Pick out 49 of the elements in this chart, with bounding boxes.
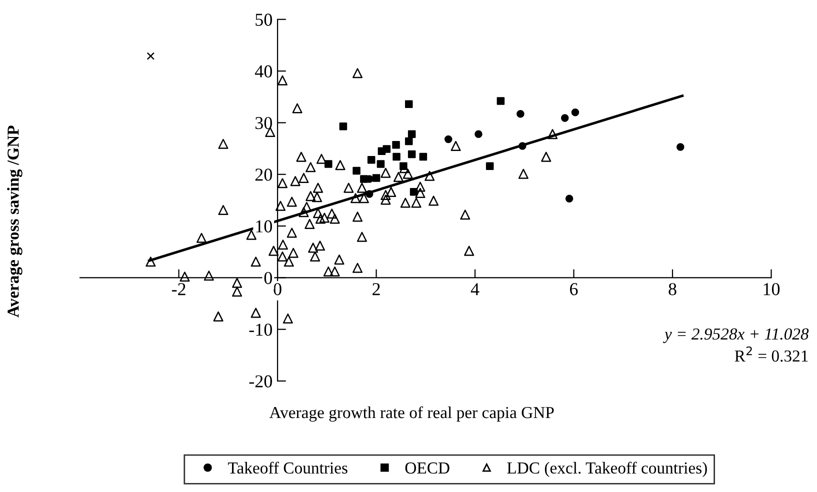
y-tick-label: 50: [256, 14, 272, 26]
point: [419, 152, 428, 161]
y-axis-title: Average gross saving /GNP: [7, 126, 22, 318]
point: [561, 114, 569, 122]
point: [676, 143, 684, 151]
point: [352, 166, 360, 175]
point: [474, 130, 482, 138]
x-axis-title: Average growth rate of real per capia GNP: [269, 406, 554, 422]
point: [392, 152, 400, 161]
legend-label: OECD: [405, 462, 450, 474]
point: [408, 130, 416, 138]
y-tick-label: 0: [264, 272, 272, 284]
point: [365, 190, 374, 198]
y-tick-label: 20: [255, 168, 272, 181]
point: [146, 52, 155, 60]
x-tick-label: 0: [274, 283, 282, 296]
x-tick-label: -2: [172, 283, 186, 296]
annotation: y = 2.9528x + 11.028: [663, 328, 809, 344]
y-tick-label: 40: [254, 65, 272, 78]
point: [360, 175, 368, 183]
point: [404, 137, 413, 146]
point: [339, 122, 348, 130]
point: [571, 108, 580, 116]
y-tick-label: -20: [249, 375, 272, 388]
annotation: R$^{2}$ = 0.321: [734, 346, 808, 362]
point: [408, 150, 416, 158]
point: [367, 156, 376, 164]
point: [382, 145, 391, 153]
y-tick-label: -10: [249, 324, 272, 336]
point: [392, 141, 400, 149]
x-tick-label: 4: [470, 283, 480, 296]
point: [486, 162, 494, 170]
x-tick-label: 6: [570, 283, 578, 296]
point: [516, 110, 524, 118]
point: [372, 174, 380, 182]
y-tick-label: 30: [255, 116, 272, 130]
point: [376, 160, 385, 168]
point: [404, 100, 413, 108]
point: [324, 160, 332, 168]
y-tick-label: 10: [256, 220, 272, 232]
point: [444, 135, 452, 144]
x-tick-label: 2: [372, 283, 380, 296]
point: [565, 194, 574, 203]
x-tick-label: 10: [764, 283, 780, 296]
legend-label: Takeoff Countries: [228, 462, 348, 474]
point: [518, 142, 526, 150]
point: [496, 97, 505, 105]
x-tick-label: 8: [668, 283, 676, 296]
legend-label: LDC (excl. Takeoff countries): [507, 462, 707, 477]
